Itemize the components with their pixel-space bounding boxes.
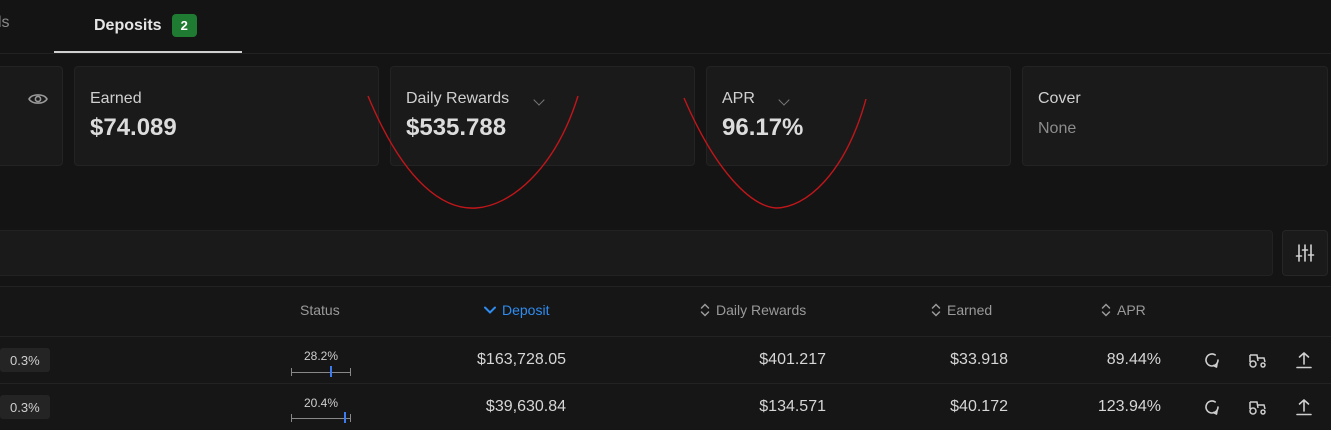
apr-value: 96.17% xyxy=(722,114,804,141)
annotation-arc-apr xyxy=(683,97,867,209)
withdraw-button[interactable] xyxy=(1293,349,1315,371)
tab-deposits[interactable]: Deposits 2 xyxy=(94,14,197,37)
sort-icon xyxy=(931,303,941,317)
eye-icon[interactable] xyxy=(28,92,48,111)
status-percent: 20.4% xyxy=(303,396,339,410)
harvest-button[interactable] xyxy=(1247,396,1269,418)
tractor-icon xyxy=(1249,354,1266,368)
stat-card-apr: APR 96.17% xyxy=(706,66,1011,166)
refresh-icon xyxy=(1205,353,1219,368)
stat-card-cover: Cover None xyxy=(1022,66,1328,166)
refresh-button[interactable] xyxy=(1201,349,1223,371)
refresh-button[interactable] xyxy=(1201,396,1223,418)
stat-card-daily-rewards: Daily Rewards $535.788 xyxy=(390,66,695,166)
header-apr[interactable]: APR xyxy=(1101,302,1146,318)
apr-label: APR xyxy=(722,90,755,107)
daily-rewards-value: $535.788 xyxy=(406,114,507,141)
cell-deposit: $39,630.84 xyxy=(485,398,566,415)
upload-icon xyxy=(1296,352,1312,369)
cover-value: None xyxy=(1038,120,1077,137)
row-divider xyxy=(0,383,1331,384)
status-marker xyxy=(330,366,332,377)
annotation-arc-daily-rewards xyxy=(367,95,579,209)
refresh-icon xyxy=(1205,400,1219,415)
header-deposit[interactable]: Deposit xyxy=(484,302,549,318)
cover-label: Cover xyxy=(1038,90,1081,107)
header-earned-label: Earned xyxy=(947,302,993,318)
sort-icon xyxy=(700,303,710,317)
header-divider xyxy=(0,336,1331,337)
status-percent: 28.2% xyxy=(303,349,339,363)
status-marker xyxy=(344,412,346,423)
stat-card-partial xyxy=(0,66,63,166)
deposits-count-badge: 2 xyxy=(171,14,197,37)
header-daily-rewards[interactable]: Daily Rewards xyxy=(700,302,806,318)
status-bar xyxy=(291,366,351,378)
header-status[interactable]: Status xyxy=(300,302,340,318)
sliders-icon xyxy=(1295,244,1315,262)
tab-active-underline xyxy=(54,51,242,53)
header-earned[interactable]: Earned xyxy=(931,302,992,318)
stat-card-earned: Earned $74.089 xyxy=(74,66,379,166)
header-deposit-label: Deposit xyxy=(502,302,550,318)
deposits-table xyxy=(0,286,1331,430)
daily-rewards-label: Daily Rewards xyxy=(406,90,510,107)
filter-button[interactable] xyxy=(1282,230,1328,276)
sort-desc-icon xyxy=(484,306,496,314)
cell-daily-rewards: $134.571 xyxy=(759,398,826,415)
tab-partial[interactable]: ls xyxy=(0,14,10,31)
tab-divider xyxy=(0,53,1331,54)
header-apr-label: APR xyxy=(1117,302,1146,318)
header-daily-rewards-label: Daily Rewards xyxy=(716,302,807,318)
header-status-label: Status xyxy=(300,302,340,318)
search-input[interactable] xyxy=(0,230,1273,276)
upload-icon xyxy=(1296,399,1312,416)
cell-earned: $33.918 xyxy=(950,351,1008,368)
earned-label: Earned xyxy=(90,90,142,107)
cell-apr: 123.94% xyxy=(1097,398,1161,415)
fee-badge: 0.3% xyxy=(0,395,50,419)
fee-badge: 0.3% xyxy=(0,348,50,372)
tractor-icon xyxy=(1249,401,1266,415)
harvest-button[interactable] xyxy=(1247,349,1269,371)
cell-earned: $40.172 xyxy=(950,398,1008,415)
tab-deposits-label: Deposits xyxy=(94,16,162,34)
earned-value: $74.089 xyxy=(90,114,177,141)
sort-icon xyxy=(1101,303,1111,317)
cell-daily-rewards: $401.217 xyxy=(759,351,826,368)
cell-deposit: $163,728.05 xyxy=(477,351,566,368)
status-bar xyxy=(291,412,351,424)
cell-apr: 89.44% xyxy=(1106,351,1161,368)
withdraw-button[interactable] xyxy=(1293,396,1315,418)
